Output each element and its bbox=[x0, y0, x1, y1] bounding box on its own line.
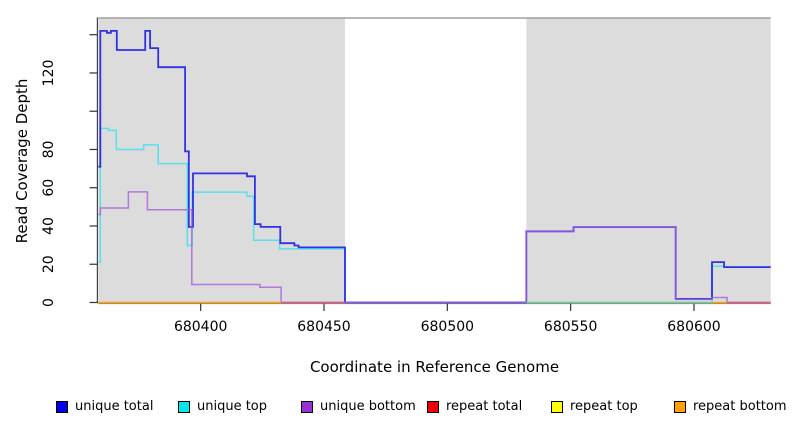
legend-label-unique-top: unique top bbox=[197, 399, 268, 414]
y-tick-label: 60 bbox=[41, 179, 57, 197]
x-tick-label: 680500 bbox=[421, 319, 474, 335]
legend-label-unique-total: unique total bbox=[75, 399, 154, 414]
legend-item-repeat-total: repeat total bbox=[427, 399, 522, 414]
legend-swatch-unique-bottom bbox=[301, 400, 313, 413]
x-tick-label: 680550 bbox=[544, 319, 597, 335]
legend-swatch-repeat-top bbox=[551, 400, 563, 413]
x-tick-label: 680450 bbox=[297, 319, 350, 335]
y-tick-label: 120 bbox=[41, 60, 57, 87]
y-tick-label: 0 bbox=[41, 298, 57, 307]
legend-label-repeat-total: repeat total bbox=[446, 399, 523, 414]
y-tick-label: 40 bbox=[41, 217, 57, 235]
legend-swatch-unique-total bbox=[56, 400, 68, 413]
legend-item-repeat-top: repeat top bbox=[551, 399, 638, 414]
series-line-unique-bottom bbox=[98, 191, 771, 304]
legend-item-unique-bottom: unique bottom bbox=[301, 399, 416, 414]
legend-swatch-repeat-bottom bbox=[674, 400, 686, 413]
legend-item-repeat-bottom: repeat bottom bbox=[674, 399, 787, 414]
coverage-gap-region bbox=[344, 19, 527, 303]
y-axis-title: Read Coverage Depth bbox=[13, 78, 31, 244]
legend-label-repeat-bottom: repeat bottom bbox=[693, 399, 787, 414]
x-axis-title: Coordinate in Reference Genome bbox=[309, 358, 560, 376]
legend-swatch-unique-top bbox=[178, 400, 190, 413]
legend-item-unique-top: unique top bbox=[178, 399, 267, 414]
legend-label-unique-bottom: unique bottom bbox=[320, 399, 416, 414]
plot-panel bbox=[526, 18, 771, 303]
y-tick-label: 80 bbox=[41, 141, 57, 159]
legend-label-repeat-top: repeat top bbox=[570, 399, 638, 414]
y-tick-label: 20 bbox=[41, 255, 57, 273]
plot-panel bbox=[98, 18, 345, 303]
legend-swatch-repeat-total bbox=[427, 400, 439, 413]
x-tick-label: 680600 bbox=[667, 319, 720, 335]
legend-item-unique-total: unique total bbox=[56, 399, 153, 414]
x-tick-label: 680400 bbox=[174, 319, 227, 335]
